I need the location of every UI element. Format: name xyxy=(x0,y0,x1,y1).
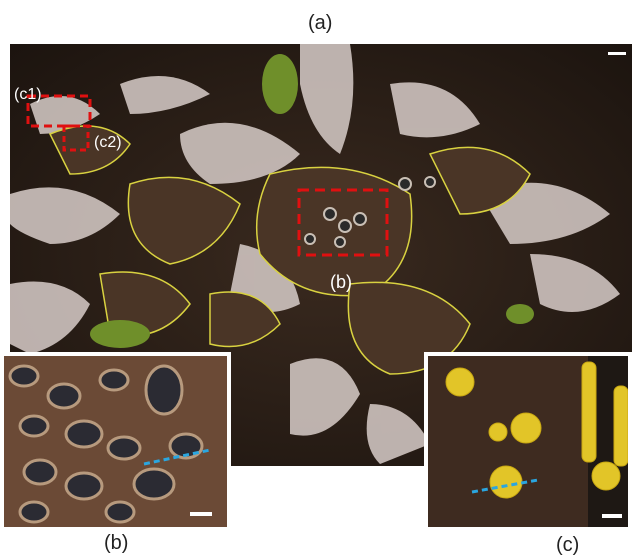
highlight-box-b xyxy=(297,188,389,257)
panel-c-label: (c) xyxy=(556,534,580,556)
scale-bar xyxy=(608,52,626,55)
highlight-box-c1 xyxy=(26,94,92,128)
region-b-label: (b) xyxy=(330,272,352,292)
moss-patches xyxy=(90,54,534,348)
measure-line-b xyxy=(143,448,211,466)
measure-line-c xyxy=(471,478,539,494)
pale-fronds xyxy=(10,44,620,464)
apothecia-cups xyxy=(304,176,436,248)
region-c2-label: (c2) xyxy=(94,134,122,151)
inset-b-photo xyxy=(0,352,231,531)
panel-b-label: (b) xyxy=(104,532,129,554)
apothecia-large xyxy=(8,364,204,524)
thallus-lobes xyxy=(48,125,531,375)
soralia xyxy=(445,361,628,499)
scale-bar-b xyxy=(190,512,212,516)
highlight-box-c2 xyxy=(62,124,90,152)
inset-c-photo xyxy=(424,352,632,531)
scale-bar-c xyxy=(602,514,622,518)
region-c1-label: (c1) xyxy=(14,86,42,103)
panel-a-label: (a) xyxy=(308,12,333,34)
